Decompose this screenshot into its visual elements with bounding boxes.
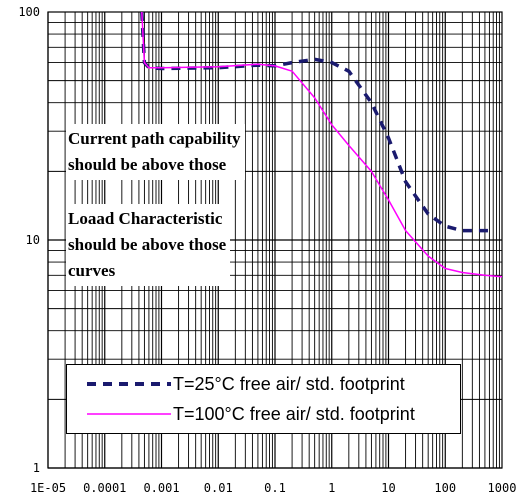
annotation-line: Current path capability <box>68 129 241 148</box>
legend-swatch-dashed <box>87 382 171 386</box>
annotation-line: should be above those <box>68 155 227 174</box>
series-line-0 <box>140 11 494 233</box>
x-tick-label: 1E-05 <box>30 481 66 495</box>
x-tick-label: 1000 <box>488 481 517 495</box>
series-line-1 <box>141 11 503 278</box>
annotation-line: Loaad Characteristic <box>68 209 223 228</box>
series-layer <box>140 11 503 278</box>
plot-frame <box>47 11 503 469</box>
x-axis-ticks: 1E-05 0.0001 0.001 0.01 0.1 1 10 100 1000 <box>30 481 517 495</box>
legend-label-100c: T=100°C free air/ std. footprint <box>173 404 415 424</box>
annotation-load-characteristic: Loaad Characteristic should be above tho… <box>66 204 231 286</box>
x-tick-label: 0.01 <box>204 481 233 495</box>
y-axis-ticks: 1 10 100 <box>18 5 40 475</box>
legend-swatch-solid <box>87 413 171 415</box>
y-tick-label: 1 <box>33 461 40 475</box>
legend-entry-25c: T=25°C free air/ std. footprint <box>67 371 460 397</box>
annotation-line: curves <box>68 261 116 280</box>
x-tick-label: 100 <box>434 481 456 495</box>
legend-entry-100c: T=100°C free air/ std. footprint <box>67 401 460 427</box>
x-tick-label: 0.001 <box>143 481 179 495</box>
x-tick-label: 0.0001 <box>83 481 126 495</box>
x-tick-label: 0.1 <box>264 481 286 495</box>
y-tick-label: 100 <box>18 5 40 19</box>
legend-label-25c: T=25°C free air/ std. footprint <box>173 374 405 394</box>
x-tick-label: 1 <box>328 481 335 495</box>
annotation-current-path: Current path capability should be above … <box>66 124 245 180</box>
x-tick-label: 10 <box>381 481 395 495</box>
y-tick-label: 10 <box>26 233 40 247</box>
annotation-line: should be above those <box>68 235 227 254</box>
legend: T=25°C free air/ std. footprint T=100°C … <box>66 364 461 434</box>
